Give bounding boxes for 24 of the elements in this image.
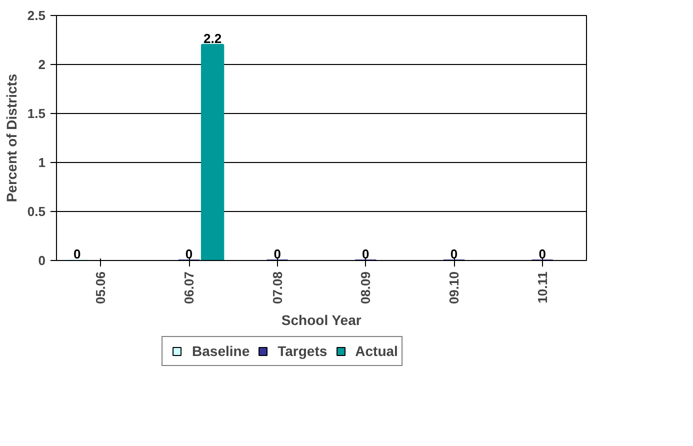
data-label: 0 bbox=[362, 246, 370, 262]
legend-label: Actual bbox=[355, 343, 398, 359]
data-label: 0 bbox=[450, 246, 458, 262]
legend-label: Baseline bbox=[192, 343, 250, 359]
data-label: 2.2 bbox=[204, 30, 222, 46]
data-label: 0 bbox=[185, 246, 193, 262]
legend-label: Targets bbox=[278, 343, 328, 359]
x-tick-label: 06.07 bbox=[182, 271, 196, 304]
y-tick-label: 1.5 bbox=[27, 106, 46, 121]
data-label: 0 bbox=[274, 246, 281, 262]
y-tick-label: 0 bbox=[38, 253, 46, 268]
data-label: 0 bbox=[73, 246, 81, 262]
y-tick-label: 0.5 bbox=[27, 204, 46, 219]
y-axis-title: Percent of Districts bbox=[3, 74, 20, 202]
x-tick-label: 05.06 bbox=[93, 271, 108, 304]
y-tick-label: 2.5 bbox=[27, 8, 46, 23]
x-tick-label: 07.08 bbox=[270, 271, 285, 304]
y-tick-label: 1 bbox=[38, 155, 46, 170]
data-label: 0 bbox=[538, 246, 546, 262]
x-tick-label: 08.09 bbox=[358, 271, 374, 304]
x-axis-title: School Year bbox=[281, 312, 362, 328]
x-tick-label: 10.11 bbox=[534, 271, 550, 304]
x-tick-label: 09.10 bbox=[446, 271, 462, 304]
y-tick-label: 2 bbox=[38, 57, 46, 72]
